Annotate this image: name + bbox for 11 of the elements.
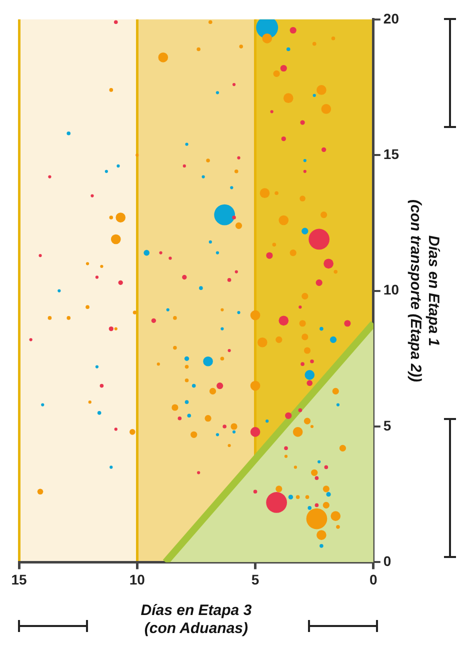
x-tick-label: 10	[129, 571, 146, 588]
y-axis-title: Días en Etapa 1 (con transporte (Etapa 2))	[406, 200, 442, 382]
y-tick-label: 5	[383, 417, 392, 434]
x-tick-label: 5	[251, 571, 260, 588]
y-tick-label: 0	[383, 553, 392, 570]
y-tick-label: 20	[383, 10, 400, 26]
y-tick-label: 10	[383, 282, 400, 298]
x-tick-label: 0	[370, 571, 378, 588]
x-tick-label: 15	[11, 571, 27, 588]
y-tick-label: 15	[383, 146, 400, 162]
x-axis-title: Días en Etapa 3 (con Aduanas)	[140, 602, 252, 638]
